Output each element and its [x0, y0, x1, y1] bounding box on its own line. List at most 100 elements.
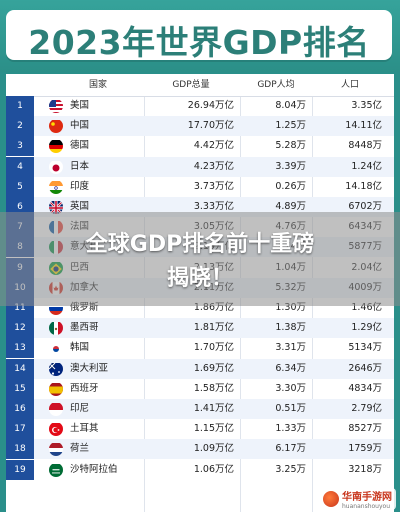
table-row: 18 荷兰 1.09万亿 6.17万 1759万: [6, 439, 394, 460]
gdp-per-capita: 1.33万: [275, 423, 306, 435]
gdp-per-capita: 3.30万: [275, 382, 306, 394]
country-name: 印度: [70, 180, 90, 192]
gdp-total: 1.81万亿: [193, 322, 234, 334]
table-row: 5 印度 3.73万亿 0.26万 14.18亿: [6, 176, 394, 197]
gdp-per-capita: 5.28万: [275, 140, 306, 152]
netherlands-flag-icon: [49, 442, 63, 457]
watermark-text: 华南手游网: [342, 492, 392, 503]
japan-flag-icon: [49, 160, 63, 174]
header-population: 人口: [340, 80, 359, 90]
gdp-per-capita: 1.38万: [275, 322, 306, 334]
watermark-subtext: huananshouyou: [342, 503, 390, 510]
india-flag-icon: [49, 180, 63, 194]
population: 1759万: [348, 443, 382, 455]
population: 8527万: [348, 423, 382, 435]
rank-number: 2: [6, 116, 34, 137]
gdp-per-capita: 3.25万: [275, 463, 306, 475]
population: 4834万: [348, 382, 382, 394]
population: 2646万: [348, 362, 382, 374]
header-country: 国家: [88, 80, 107, 90]
gdp-total: 1.86万亿: [193, 302, 234, 313]
gdp-total: 1.06万亿: [193, 463, 234, 475]
country-name: 沙特阿拉伯: [70, 463, 118, 475]
rank-number: 13: [6, 338, 34, 359]
china-flag-icon: [49, 119, 63, 134]
us-flag-icon: [49, 99, 63, 113]
rank-number: 16: [6, 399, 34, 419]
table-row: 2 中国 17.70万亿 1.25万 14.11亿: [6, 116, 394, 137]
turkey-flag-icon: [49, 422, 63, 437]
country-name: 印尼: [70, 403, 90, 414]
rank-number: 5: [6, 176, 34, 197]
country-name: 澳大利亚: [70, 362, 109, 374]
australia-flag-icon: [49, 362, 63, 376]
country-name: 英国: [70, 201, 90, 212]
page-title: 2023年世界GDP排名: [28, 23, 370, 62]
gdp-per-capita: 6.17万: [275, 443, 306, 455]
headline-line-2: 揭晓！: [166, 266, 233, 291]
title-banner: 2023年世界GDP排名: [0, 0, 400, 72]
gdp-per-capita: 4.89万: [275, 201, 306, 212]
table-row: 17 土耳其 1.15万亿 1.33万 8527万: [6, 419, 394, 440]
country-name: 韩国: [70, 342, 90, 354]
population: 6702万: [348, 201, 382, 212]
header-gdp: GDP总量: [172, 80, 210, 90]
headline-line-1: 全球GDP排名前十重磅: [85, 232, 315, 257]
country-name: 德国: [70, 140, 90, 152]
table-header: 国家 GDP总量 GDP人均 人口: [6, 74, 394, 97]
population: 3218万: [348, 463, 382, 475]
gdp-per-capita: 3.31万: [275, 342, 306, 354]
rank-number: 15: [6, 378, 34, 399]
rank-number: 1: [6, 96, 34, 116]
rank-number: 4: [6, 156, 34, 177]
gdp-total: 1.58万亿: [193, 382, 234, 394]
gdp-total: 1.69万亿: [193, 362, 234, 374]
indonesia-flag-icon: [49, 402, 63, 416]
table-row: 16 印尼 1.41万亿 0.51万 2.79亿: [6, 399, 394, 419]
gdp-total: 4.23万亿: [193, 160, 234, 172]
saudi-flag-icon: [49, 463, 63, 477]
gdp-per-capita: 3.39万: [275, 160, 306, 172]
rank-number: 12: [6, 318, 34, 339]
gdp-per-capita: 0.51万: [275, 403, 306, 414]
country-name: 中国: [70, 120, 90, 132]
gdp-total: 3.33万亿: [193, 201, 234, 212]
table-row: 13 韩国 1.70万亿 3.31万 5134万: [6, 338, 394, 359]
country-name: 日本: [70, 160, 90, 172]
rank-number: 14: [6, 358, 34, 379]
mexico-flag-icon: [49, 321, 63, 336]
population: 1.46亿: [351, 302, 382, 313]
country-name: 墨西哥: [70, 322, 99, 334]
gdp-per-capita: 1.25万: [275, 120, 306, 132]
population: 3.35亿: [351, 100, 382, 111]
gdp-per-capita: 0.26万: [275, 180, 306, 192]
country-name: 西班牙: [70, 382, 99, 394]
gdp-total: 1.70万亿: [193, 342, 234, 354]
rank-number: 19: [6, 459, 34, 480]
population: 1.29亿: [351, 322, 382, 334]
logo-icon: [323, 491, 339, 507]
table-row: 1 美国 26.94万亿 8.04万 3.35亿: [6, 96, 394, 116]
population: 8448万: [348, 140, 382, 152]
table-row: 14 澳大利亚 1.69万亿 6.34万 2646万: [6, 358, 394, 379]
population: 14.18亿: [345, 180, 382, 192]
germany-flag-icon: [49, 139, 63, 154]
gdp-total: 1.09万亿: [193, 443, 234, 455]
gdp-total: 4.42万亿: [193, 140, 234, 152]
population: 5134万: [348, 342, 382, 354]
gdp-total: 3.73万亿: [193, 180, 234, 192]
gdp-total: 26.94万亿: [187, 100, 234, 111]
site-watermark: 华南手游网 huananshouyou: [319, 488, 396, 510]
gdp-per-capita: 8.04万: [275, 100, 306, 111]
headline-overlay: 全球GDP排名前十重磅 揭晓！: [0, 212, 400, 306]
rank-number: 18: [6, 439, 34, 460]
gdp-per-capita: 6.34万: [275, 362, 306, 374]
table-row: 4 日本 4.23万亿 3.39万 1.24亿: [6, 156, 394, 177]
table-row: 3 德国 4.42万亿 5.28万 8448万: [6, 136, 394, 157]
table-row: 15 西班牙 1.58万亿 3.30万 4834万: [6, 378, 394, 399]
country-name: 俄罗斯: [70, 302, 99, 313]
spain-flag-icon: [49, 382, 63, 396]
gdp-total: 17.70万亿: [187, 120, 234, 132]
population: 14.11亿: [345, 120, 382, 132]
rank-number: 17: [6, 419, 34, 440]
